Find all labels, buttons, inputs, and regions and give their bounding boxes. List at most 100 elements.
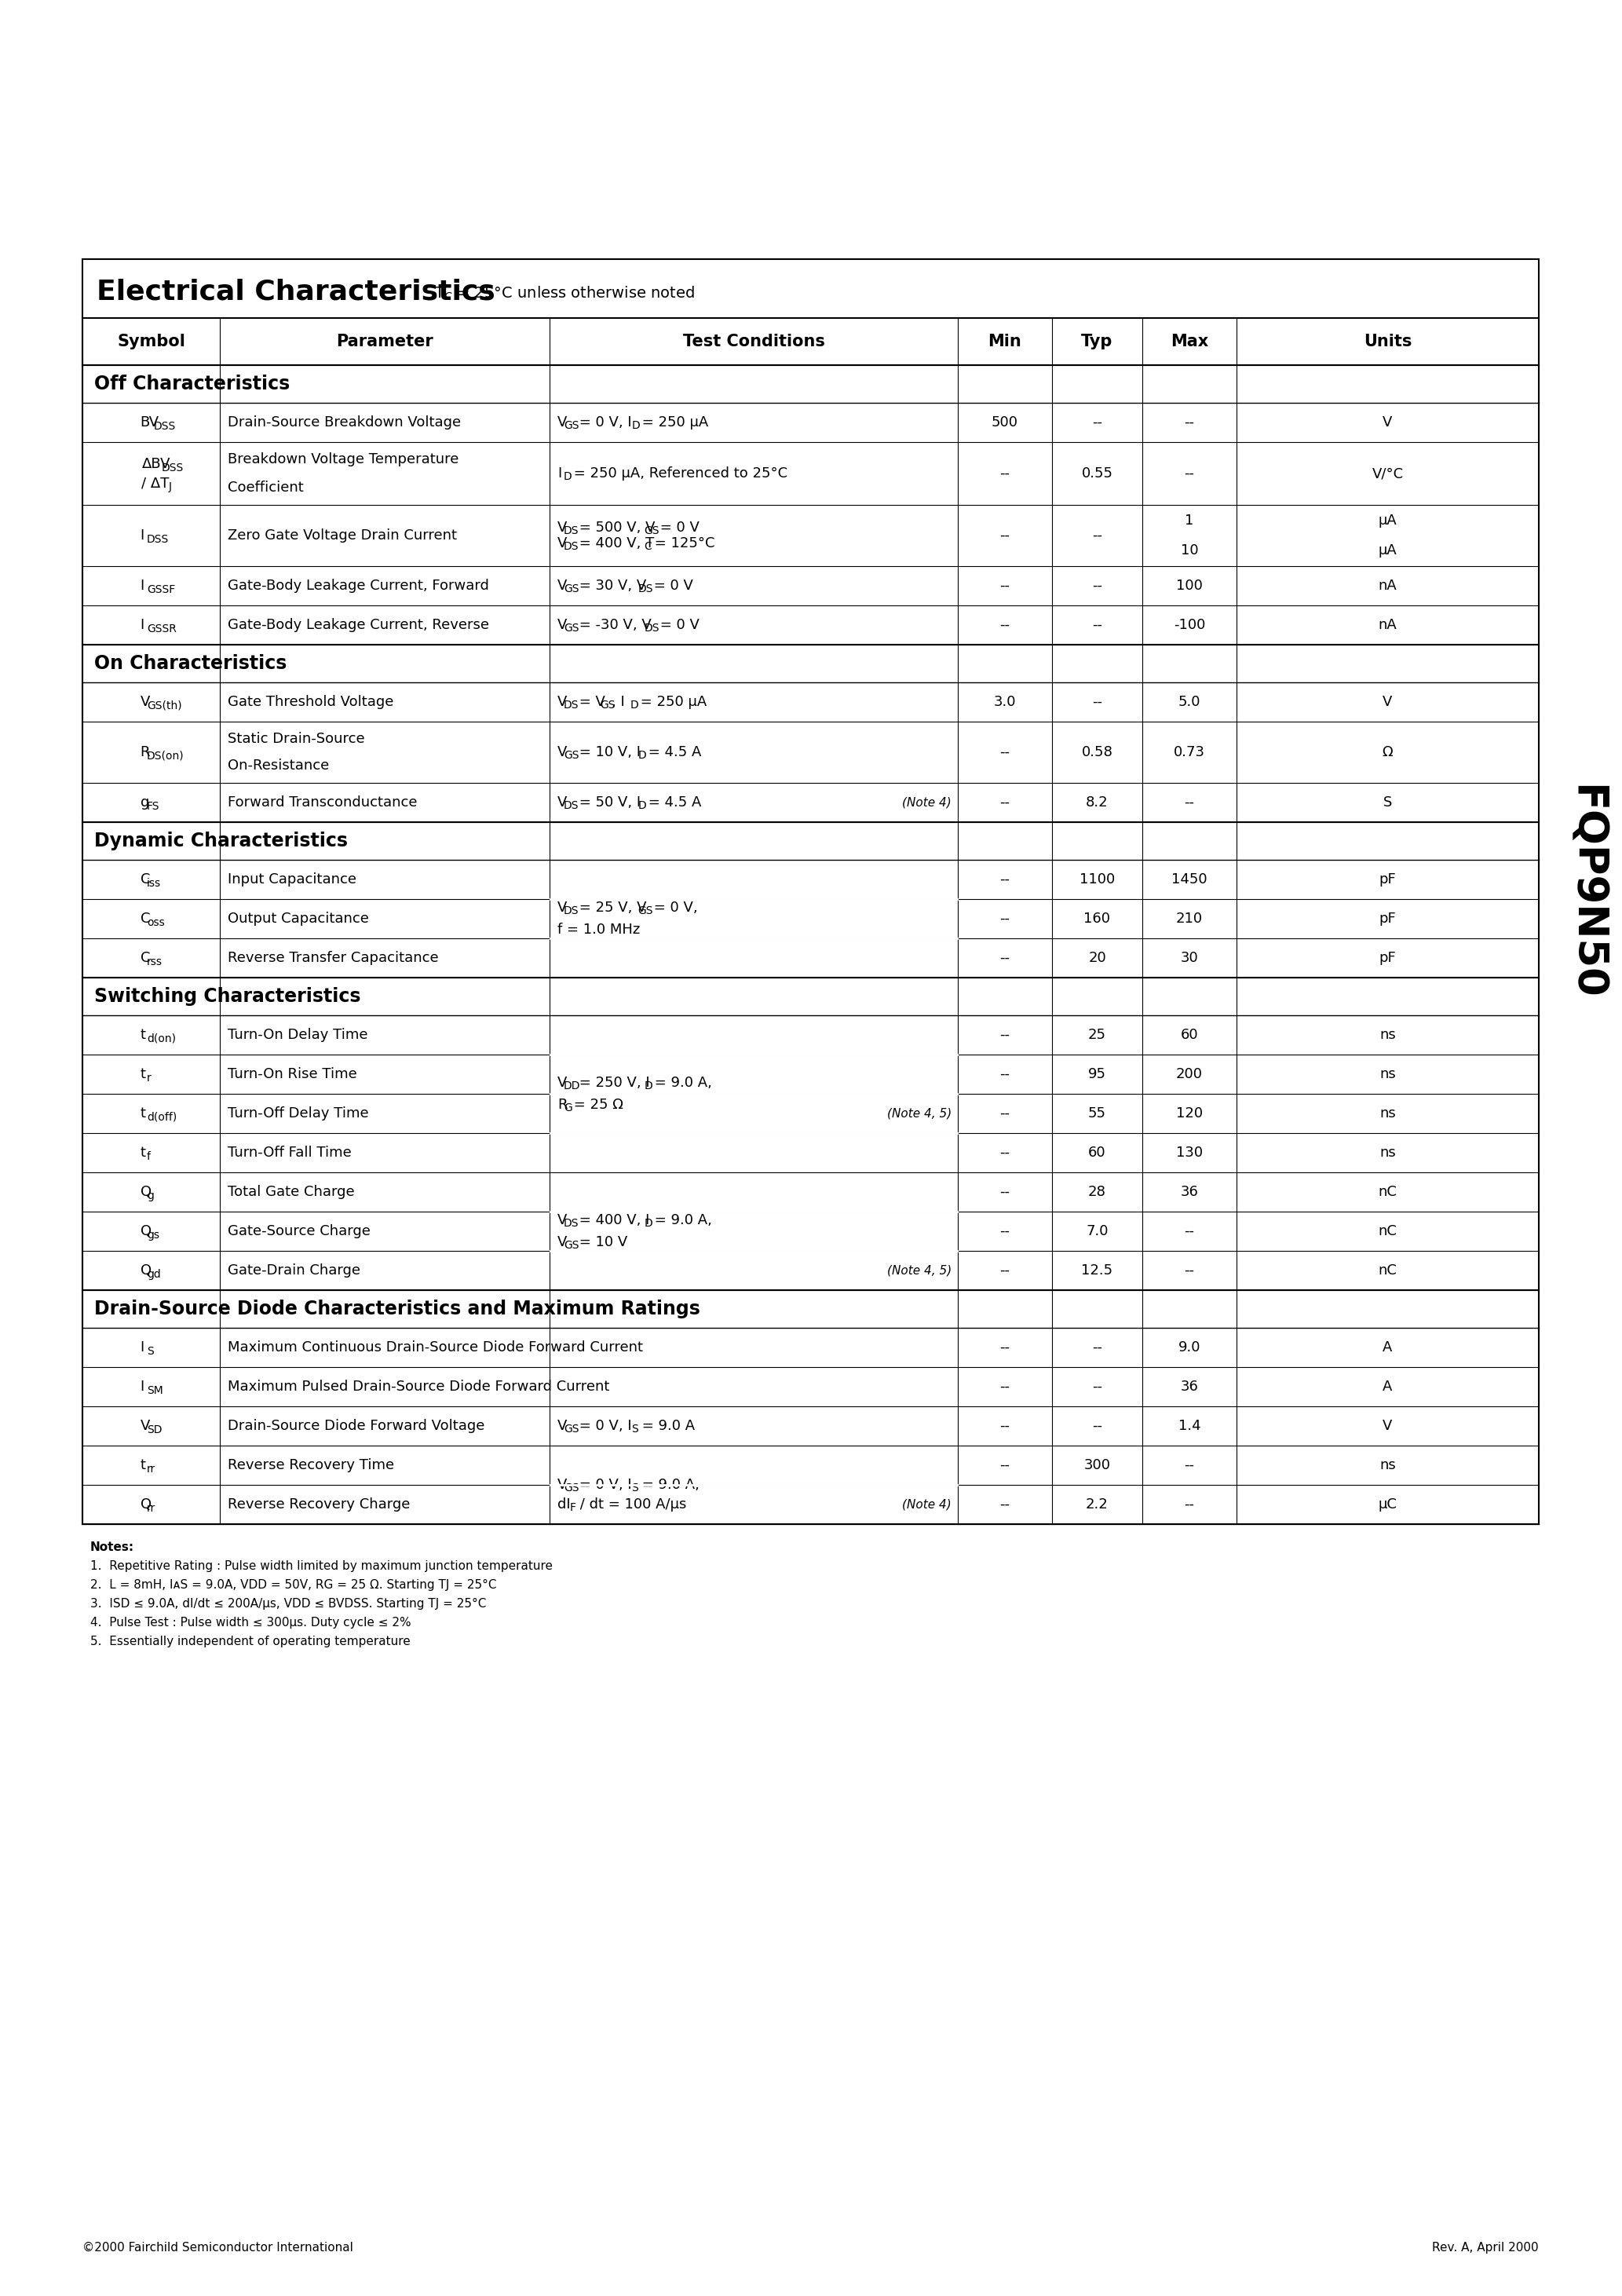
Text: 28: 28	[1088, 1185, 1106, 1199]
Text: Switching Characteristics: Switching Characteristics	[94, 987, 360, 1006]
Text: Maximum Pulsed Drain-Source Diode Forward Current: Maximum Pulsed Drain-Source Diode Forwar…	[227, 1380, 610, 1394]
Text: 8.2: 8.2	[1087, 794, 1108, 810]
Text: = 250 V, I: = 250 V, I	[576, 1077, 650, 1091]
Text: = 0 V, I: = 0 V, I	[576, 416, 633, 429]
Text: --: --	[1184, 794, 1194, 810]
Text: pF: pF	[1379, 872, 1397, 886]
Text: 160: 160	[1083, 912, 1111, 925]
Text: = 30 V, V: = 30 V, V	[576, 579, 647, 592]
Text: C: C	[139, 912, 149, 925]
Text: rss: rss	[148, 957, 162, 967]
Text: Input Capacitance: Input Capacitance	[227, 872, 357, 886]
Text: 1.4: 1.4	[1178, 1419, 1200, 1433]
Text: 2.  L = 8mH, IᴀS = 9.0A, VDD = 50V, RG = 25 Ω. Starting TJ = 25°C: 2. L = 8mH, IᴀS = 9.0A, VDD = 50V, RG = …	[91, 1580, 496, 1591]
Text: --: --	[999, 1458, 1011, 1472]
Text: 5.  Essentially independent of operating temperature: 5. Essentially independent of operating …	[91, 1635, 410, 1649]
Text: -100: -100	[1174, 618, 1205, 631]
Text: S: S	[1384, 794, 1392, 810]
Text: --: --	[999, 1029, 1011, 1042]
Text: (Note 4, 5): (Note 4, 5)	[887, 1265, 952, 1277]
Text: SM: SM	[148, 1384, 164, 1396]
Text: V: V	[139, 1419, 149, 1433]
Text: DS: DS	[564, 526, 579, 537]
Text: DS(on): DS(on)	[148, 751, 185, 762]
Text: GS: GS	[644, 526, 660, 537]
Text: D: D	[637, 751, 646, 760]
Text: F: F	[569, 1502, 576, 1513]
Text: --: --	[999, 1107, 1011, 1120]
Text: 1: 1	[1186, 512, 1194, 528]
Text: Parameter: Parameter	[336, 333, 433, 349]
Text: t: t	[139, 1458, 146, 1472]
Text: V: V	[558, 537, 568, 551]
Text: Typ: Typ	[1082, 333, 1113, 349]
Text: SD: SD	[148, 1424, 162, 1435]
Text: --: --	[999, 528, 1011, 542]
Text: nC: nC	[1379, 1263, 1397, 1277]
Text: I: I	[139, 1380, 144, 1394]
Text: V: V	[558, 1479, 568, 1492]
Text: GS(th): GS(th)	[148, 700, 182, 712]
Text: 200: 200	[1176, 1068, 1204, 1081]
Text: 0.73: 0.73	[1174, 746, 1205, 760]
Text: A: A	[1384, 1380, 1393, 1394]
Text: 5.0: 5.0	[1178, 696, 1200, 709]
Text: = 250 μA: = 250 μA	[637, 416, 709, 429]
Text: --: --	[1184, 1224, 1194, 1238]
Text: Turn-Off Fall Time: Turn-Off Fall Time	[227, 1146, 352, 1159]
Text: I: I	[139, 1341, 144, 1355]
Text: Drain-Source Diode Forward Voltage: Drain-Source Diode Forward Voltage	[227, 1419, 485, 1433]
Text: 20: 20	[1088, 951, 1106, 964]
Text: Turn-On Rise Time: Turn-On Rise Time	[227, 1068, 357, 1081]
Text: Max: Max	[1171, 333, 1208, 349]
Text: gd: gd	[148, 1270, 161, 1279]
Text: 0.58: 0.58	[1082, 746, 1113, 760]
Text: V: V	[558, 1235, 568, 1249]
Text: 120: 120	[1176, 1107, 1204, 1120]
Text: Breakdown Voltage Temperature: Breakdown Voltage Temperature	[227, 452, 459, 466]
Text: gs: gs	[148, 1231, 159, 1240]
Text: --: --	[1092, 579, 1103, 592]
Text: Output Capacitance: Output Capacitance	[227, 912, 368, 925]
Text: 30: 30	[1181, 951, 1199, 964]
Text: --: --	[999, 618, 1011, 631]
Text: (Note 4, 5): (Note 4, 5)	[887, 1107, 952, 1120]
Text: Q: Q	[139, 1224, 151, 1238]
Text: I: I	[139, 618, 144, 631]
Text: S: S	[631, 1424, 639, 1435]
Text: pF: pF	[1379, 912, 1397, 925]
Text: = 9.0 A,: = 9.0 A,	[637, 1479, 699, 1492]
Text: 9.0: 9.0	[1178, 1341, 1200, 1355]
Text: f = 1.0 MHz: f = 1.0 MHz	[558, 923, 641, 937]
Text: DD: DD	[564, 1081, 581, 1091]
Text: 7.0: 7.0	[1087, 1224, 1108, 1238]
Text: = 10 V, I: = 10 V, I	[576, 746, 641, 760]
Text: --: --	[1092, 1419, 1103, 1433]
Text: ©2000 Fairchild Semiconductor International: ©2000 Fairchild Semiconductor Internatio…	[83, 2241, 354, 2255]
Text: R: R	[139, 746, 149, 760]
Text: D: D	[631, 700, 639, 712]
Text: DS: DS	[564, 905, 579, 916]
Text: Gate Threshold Voltage: Gate Threshold Voltage	[227, 696, 394, 709]
Text: t: t	[139, 1107, 146, 1120]
Text: 36: 36	[1181, 1380, 1199, 1394]
Text: Test Conditions: Test Conditions	[683, 333, 824, 349]
Text: iss: iss	[148, 877, 161, 889]
Text: 3.  ISD ≤ 9.0A, dI/dt ≤ 200A/μs, VDD ≤ BVDSS. Starting TJ = 25°C: 3. ISD ≤ 9.0A, dI/dt ≤ 200A/μs, VDD ≤ BV…	[91, 1598, 487, 1609]
Text: 1100: 1100	[1079, 872, 1114, 886]
Text: GS: GS	[637, 905, 654, 916]
Text: --: --	[1092, 618, 1103, 631]
Text: --: --	[999, 466, 1011, 480]
Text: GS: GS	[564, 1240, 579, 1251]
Text: = 250 μA, Referenced to 25°C: = 250 μA, Referenced to 25°C	[569, 466, 788, 480]
Text: μA: μA	[1379, 544, 1397, 558]
Text: = 0 V, I: = 0 V, I	[576, 1479, 633, 1492]
Text: Gate-Source Charge: Gate-Source Charge	[227, 1224, 370, 1238]
Text: I: I	[558, 466, 561, 480]
Text: FQP9N50: FQP9N50	[1565, 785, 1606, 999]
Text: On-Resistance: On-Resistance	[227, 760, 329, 774]
Text: = 9.0 A,: = 9.0 A,	[650, 1212, 712, 1228]
Text: / ΔT: / ΔT	[141, 475, 169, 489]
Text: 4.  Pulse Test : Pulse width ≤ 300μs. Duty cycle ≤ 2%: 4. Pulse Test : Pulse width ≤ 300μs. Dut…	[91, 1616, 410, 1628]
Text: rr: rr	[148, 1504, 156, 1513]
